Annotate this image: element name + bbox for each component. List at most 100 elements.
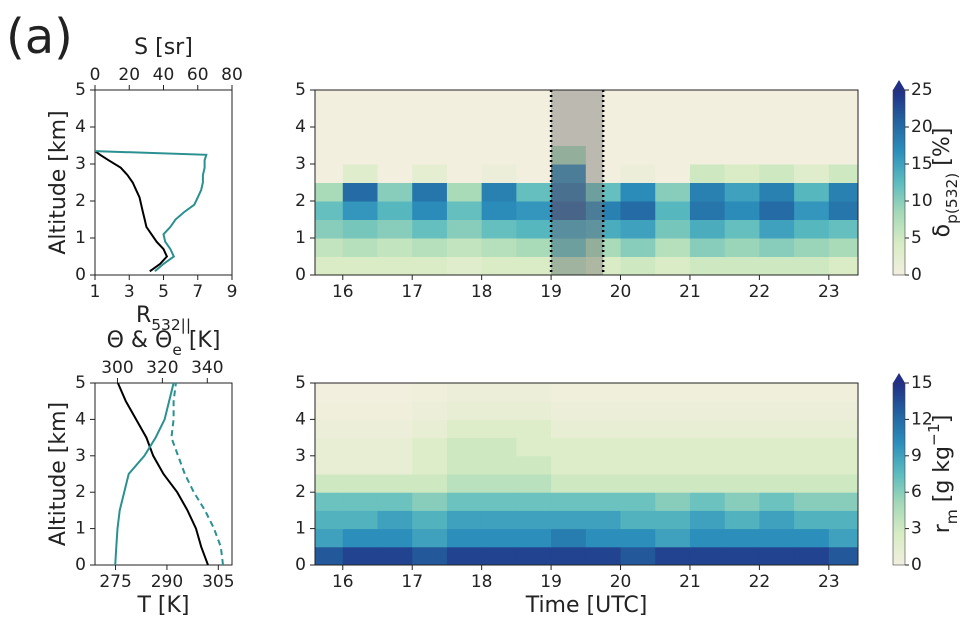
heatmap-cell [342,546,378,565]
heatmap-cell [620,219,656,239]
heatmap-cell [481,90,517,109]
x-tick-label: 19 [540,572,562,592]
heatmap-cell [412,90,448,109]
heatmap-cell [551,182,587,202]
x-axis-label-part: R [136,303,151,328]
x-tick-label: 21 [679,282,701,302]
heatmap-cell [315,164,344,183]
heatmap-cell [620,546,656,565]
heatmap-cell [342,108,378,128]
heatmap-cell [794,455,830,475]
heatmap-cell [446,145,483,165]
heatmap-cell [446,546,483,565]
y-tick-label: 2 [295,191,306,211]
heatmap-cell [315,492,344,511]
colorbar-label-sub: m [943,509,960,524]
x-axis-label: R532|| [136,303,191,334]
heatmap-cell [620,474,656,493]
colorbar-tick-label: 10 [911,191,933,211]
heatmap-cell [585,510,622,530]
heatmap-cell [342,182,378,202]
heatmap-cell [342,510,378,530]
x-tick-label: 305 [202,572,234,592]
heatmap-cell [724,419,760,439]
heatmap-cell [585,401,622,420]
x-axis-label: T [K] [136,593,189,618]
y-tick-label: 4 [75,409,86,429]
colorbar-label-sub: p(532) [943,173,960,224]
colorbar-tick-label: 0 [911,265,922,285]
heatmap-cell [315,474,344,493]
heatmap-cell [794,108,830,128]
profile-line [170,382,224,566]
heatmap-cell [412,164,448,183]
heatmap-cell [315,238,344,257]
heatmap-cell [516,256,552,275]
plot-frame [314,382,859,566]
heatmap-cell [759,383,795,402]
heatmap-cell [828,108,858,128]
heatmap-cell [620,383,656,402]
heatmap-cells [315,90,858,275]
heatmap-cell [446,90,483,109]
heatmap-cell [377,546,413,565]
heatmap-cell [689,455,726,475]
heatmap-cell [620,145,656,165]
heatmap-cell [377,90,413,109]
heatmap-cell [551,510,587,530]
heatmap-cell [759,145,795,165]
heatmap-cell [516,108,552,128]
heatmap-cell [724,219,760,239]
x-tick-label: 21 [679,572,701,592]
y-tick-label: 3 [295,446,306,466]
heatmap-cell [516,528,552,548]
heatmap-cell [516,474,552,493]
colorbar-tick-label: 3 [911,519,922,539]
heatmap-cell [551,256,587,275]
x-axis-label-part: Time [UTC] [525,593,648,618]
heatmap-cell [655,419,691,439]
heatmap-cell [689,238,726,257]
y-tick-label: 2 [75,482,86,502]
y-tick-label: 5 [295,80,306,100]
heatmap-cell [516,145,552,165]
heatmap-cell [759,401,795,420]
heatmap-cell [689,383,726,402]
heatmap-cell [516,238,552,257]
heatmap-cell [689,510,726,530]
heatmap-cell [516,510,552,530]
heatmap-cell [481,201,517,220]
x2-axis-label-sub: e [172,341,181,359]
heatmap-cell [828,383,858,402]
heatmap-cell [828,238,858,257]
x-tick-label: 18 [471,572,493,592]
x2-tick-label: 20 [118,65,140,85]
y-tick-label: 0 [295,555,306,575]
heatmap-cell [828,419,858,439]
heatmap-cell [481,182,517,202]
heatmap-cell [446,201,483,220]
heatmap-cell [655,238,691,257]
x2-tick-label: 60 [187,65,209,85]
x-tick-label: 9 [227,282,238,302]
heatmap-cell [794,164,830,183]
x-tick-label: 16 [332,572,354,592]
heatmap-cell [655,383,691,402]
heatmap-cell [655,219,691,239]
heatmap-cell [585,419,622,439]
heatmap-cell [377,256,413,275]
heatmap-cell [828,492,858,511]
heatmap-cell [724,90,760,109]
heatmap-cell [585,474,622,493]
heatmap-cell [724,201,760,220]
heatmap-cell [794,219,830,239]
heatmap-cell [481,127,517,146]
y-tick-label: 4 [75,117,86,137]
heatmap-cell [315,90,344,109]
heatmap-cell [724,256,760,275]
colorbar-label-part: [%] [930,128,955,173]
heatmap-cell [481,437,517,457]
heatmap-cell [794,510,830,530]
x-tick-label: 5 [158,282,169,302]
heatmap-cell [551,437,587,457]
